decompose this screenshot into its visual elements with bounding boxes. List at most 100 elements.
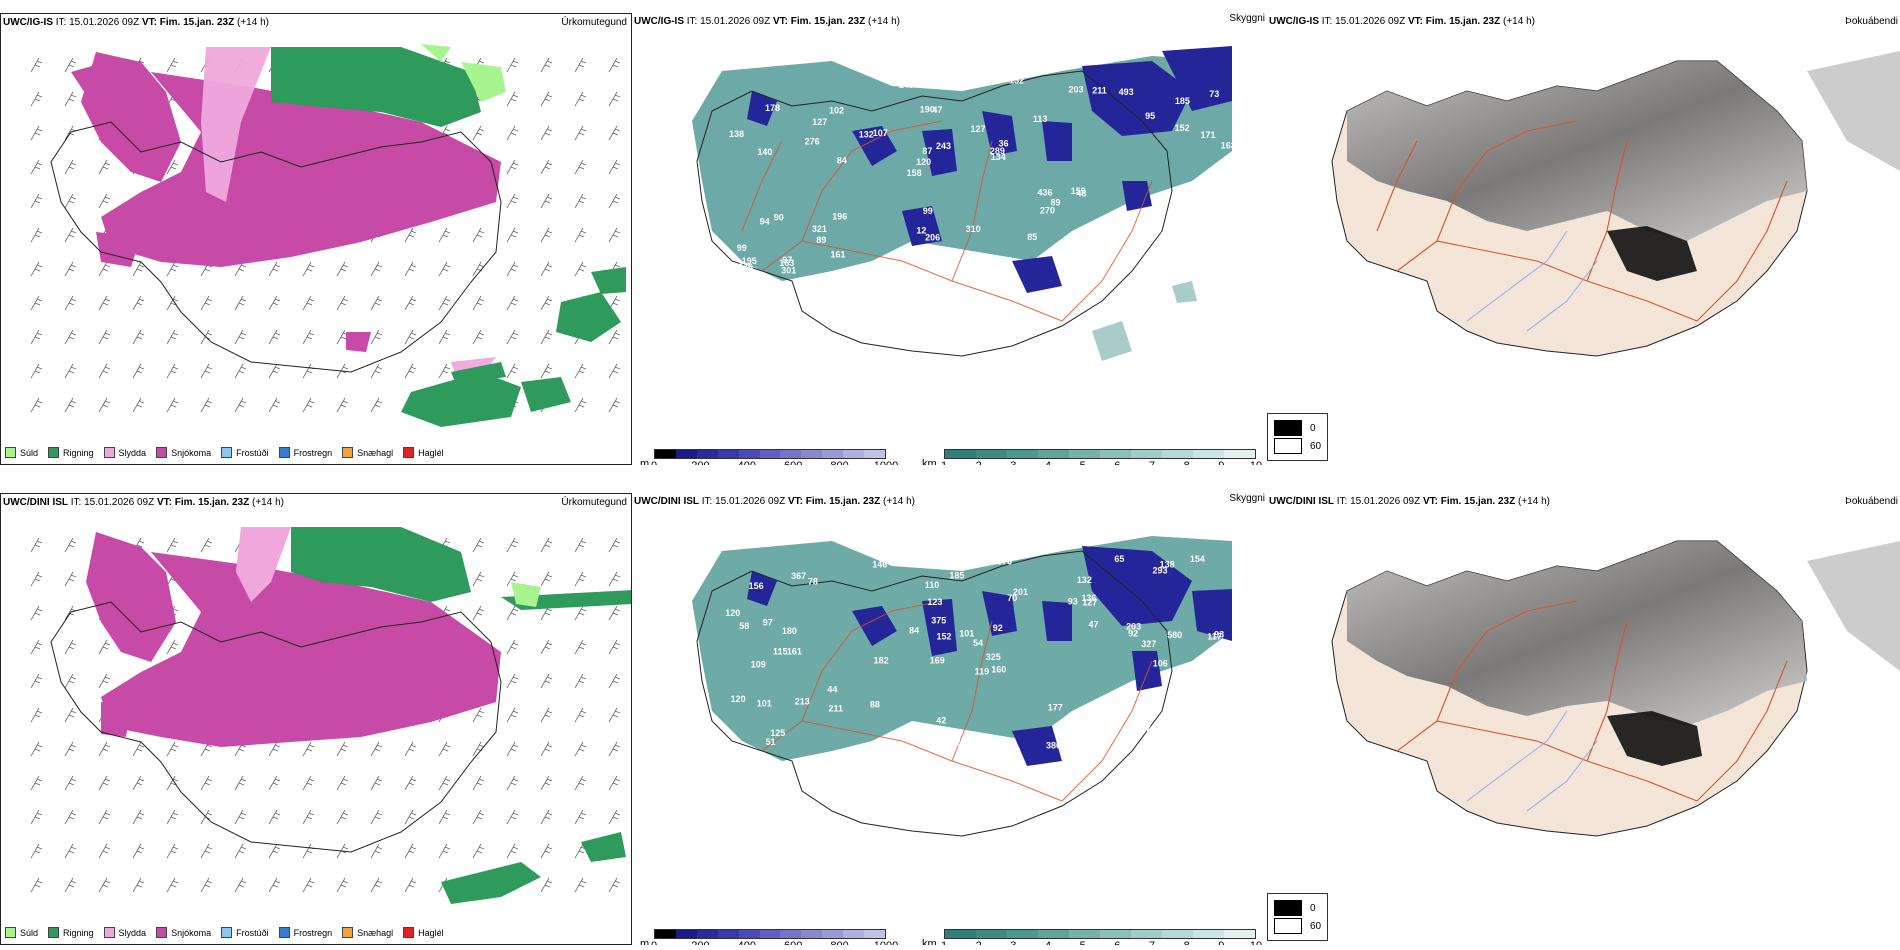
wind-barb	[268, 877, 281, 893]
precip-map	[30, 527, 631, 904]
visibility-value-label: 88	[870, 699, 880, 709]
visibility-value-label: 169	[930, 656, 945, 666]
cloudbase-step	[864, 450, 885, 458]
visibility-value-label: 90	[774, 213, 784, 223]
cloudbase-step	[759, 450, 781, 458]
visibility-tick-label: 2	[976, 460, 982, 465]
wind-barb	[64, 707, 77, 723]
wind-barb	[30, 159, 43, 175]
fog-legend-value: 60	[1310, 920, 1322, 932]
wind-barb	[540, 159, 553, 175]
visibility-value-label: 161	[787, 646, 802, 656]
wind-barb	[608, 741, 621, 757]
wind-barb	[268, 775, 281, 791]
wind-barb	[132, 363, 145, 379]
visibility-labels: 125 140 185 158 113 97 190 127 90 107 99 89 47 36 48 17…	[729, 68, 1236, 275]
visibility-value-label: 152	[1009, 75, 1024, 85]
wind-barb	[404, 741, 417, 757]
visibility-tick-label: 4	[1045, 460, 1051, 465]
low-cloud-blue	[747, 46, 1232, 293]
visibility-value-label: 163	[922, 76, 937, 86]
cloudbase-step	[675, 450, 697, 458]
wind-barb	[302, 843, 315, 859]
wind-barb	[336, 397, 349, 413]
wind-barb	[336, 775, 349, 791]
legend-swatch	[48, 447, 60, 458]
wind-barb	[166, 159, 179, 175]
fog-map	[1331, 51, 1900, 357]
visibility-tick-label: 3	[1010, 940, 1016, 945]
visibility-value-label: 107	[1140, 714, 1155, 724]
panel-title: UWC/DINI ISL IT: 15.01.2026 09Z VT: Fim.…	[1269, 496, 1550, 507]
visibility-value-label: 106	[1153, 659, 1168, 669]
wind-barb	[438, 295, 451, 311]
wind-barb	[64, 363, 77, 379]
visibility-tick-label: 6	[1114, 940, 1120, 945]
visibility-value-label: 44	[827, 685, 837, 695]
wind-barb	[506, 775, 519, 791]
wind-barb	[132, 295, 145, 311]
wind-barb	[234, 363, 247, 379]
wind-barb	[234, 809, 247, 825]
wind-barb	[302, 261, 315, 277]
legend-swatch	[278, 927, 290, 938]
wind-barb	[438, 741, 451, 757]
visibility-value-label: 248	[911, 727, 926, 737]
wind-barb	[608, 397, 621, 413]
wind-barb	[200, 363, 213, 379]
wind-barb	[200, 295, 213, 311]
visibility-step	[945, 930, 976, 938]
wind-barb	[540, 261, 553, 277]
wind-barb	[268, 843, 281, 859]
wind-barb	[506, 91, 519, 107]
visibility-value-label: 101	[974, 263, 989, 273]
wind-barb	[30, 605, 43, 621]
visibility-value-label: 301	[781, 266, 796, 276]
visibility-step	[1038, 450, 1069, 458]
visibility-value-label: 101	[959, 628, 974, 638]
legend-item: Snæhagl	[342, 447, 393, 458]
fog-dark-core	[1607, 711, 1702, 766]
visibility-value-label: 78	[808, 577, 818, 587]
visibility-value-label: 180	[782, 626, 797, 636]
offshore-fog	[1807, 51, 1900, 171]
legend-label: Frostregn	[293, 927, 333, 938]
fog-legend-value: 0	[1310, 422, 1316, 434]
visibility-value-label: 152	[937, 632, 952, 642]
visibility-value-label: 211	[829, 704, 844, 714]
precip-legend: Súld Rigning Slydda Snjókoma Frostúði Frostre…	[5, 927, 444, 938]
legend-label: Snæhagl	[357, 927, 394, 938]
visibility-value-label: 213	[795, 697, 810, 707]
wind-barb	[574, 741, 587, 757]
wind-barb	[30, 125, 43, 141]
wind-barb	[200, 397, 213, 413]
wind-barb	[472, 571, 485, 587]
wind-barb	[506, 193, 519, 209]
wind-barb	[30, 193, 43, 209]
wind-barb	[370, 261, 383, 277]
precip-map	[30, 44, 626, 427]
wind-barb	[302, 397, 315, 413]
visibility-value-label: 293	[1153, 565, 1168, 575]
visibility-value-label: 206	[925, 233, 940, 243]
visibility-value-label: 203	[1126, 621, 1141, 631]
wind-barb	[404, 295, 417, 311]
legend-swatch	[156, 927, 168, 938]
wind-barb	[404, 775, 417, 791]
panel-title: UWC/DINI ISL IT: 15.01.2026 09Z VT: Fim.…	[634, 496, 915, 507]
visibility-step	[976, 930, 1007, 938]
visibility-step	[1038, 930, 1069, 938]
wind-barb	[166, 329, 179, 345]
snow-area	[86, 532, 501, 747]
wind-barb	[506, 707, 519, 723]
visibility-value-label: 127	[812, 117, 827, 127]
panel-name: Skyggni	[1229, 13, 1265, 24]
wind-barb	[370, 843, 383, 859]
wind-barb	[302, 877, 315, 893]
wind-barb	[64, 639, 77, 655]
wind-barb	[30, 741, 43, 757]
visibility-value-label: 171	[1201, 130, 1216, 140]
wind-barb	[608, 57, 621, 73]
cloudbase-tick-label: 200	[691, 460, 709, 465]
wind-barb	[98, 673, 111, 689]
